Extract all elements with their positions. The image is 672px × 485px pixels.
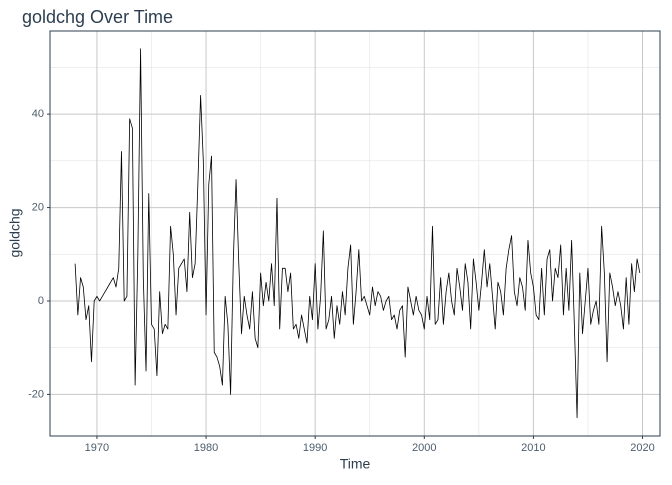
x-tick-label: 2000	[412, 442, 436, 454]
y-tick-label: -20	[28, 388, 44, 400]
data-line	[74, 48, 641, 419]
x-tick-label: 1980	[194, 442, 218, 454]
y-tick-label: 0	[38, 295, 44, 307]
x-tick-label: 1970	[85, 442, 109, 454]
x-axis-title: Time	[340, 456, 371, 472]
x-tick-label: 2010	[521, 442, 545, 454]
y-tick-label: 40	[32, 108, 44, 120]
x-tick-label: 2020	[630, 442, 654, 454]
panel-border	[49, 30, 661, 437]
y-tick-label: 20	[32, 201, 44, 213]
x-tick-label: 1990	[303, 442, 327, 454]
chart-title: goldchg Over Time	[22, 7, 173, 27]
y-axis-title: goldchg	[7, 208, 23, 257]
